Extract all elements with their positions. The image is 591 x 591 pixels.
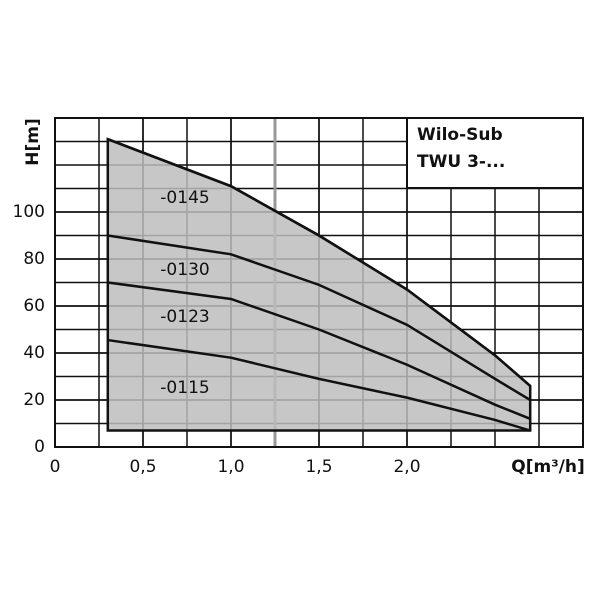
x-axis-label: Q[m³/h]	[511, 457, 584, 477]
y-tick-label: 40	[23, 343, 45, 363]
pump-curve	[107, 234, 531, 402]
pump-curve	[107, 338, 531, 432]
y-axis-label: H[m]	[23, 118, 43, 165]
series-label: -0145	[160, 188, 209, 208]
x-tick-label: 0,5	[129, 457, 156, 477]
series-label: -0130	[160, 260, 209, 280]
x-tick-label: 1,0	[217, 457, 244, 477]
plot-frame	[54, 117, 584, 448]
y-tick-label: 100	[13, 202, 45, 222]
y-tick-label: 80	[23, 249, 45, 269]
chart-title: Wilo-Sub	[417, 125, 503, 145]
y-tick-label: 0	[34, 437, 45, 457]
title-box	[406, 117, 584, 189]
pump-curve	[107, 137, 532, 387]
pump-curve	[107, 281, 531, 420]
x-tick-label: 2,0	[393, 457, 420, 477]
chart-subtitle: TWU 3-...	[417, 152, 505, 172]
y-tick-label: 20	[23, 390, 45, 410]
x-tick-label: 0	[50, 457, 61, 477]
x-tick-label: 1,5	[305, 457, 332, 477]
y-tick-label: 60	[23, 296, 45, 316]
series-label: -0115	[160, 378, 209, 398]
series-label: -0123	[160, 307, 209, 327]
